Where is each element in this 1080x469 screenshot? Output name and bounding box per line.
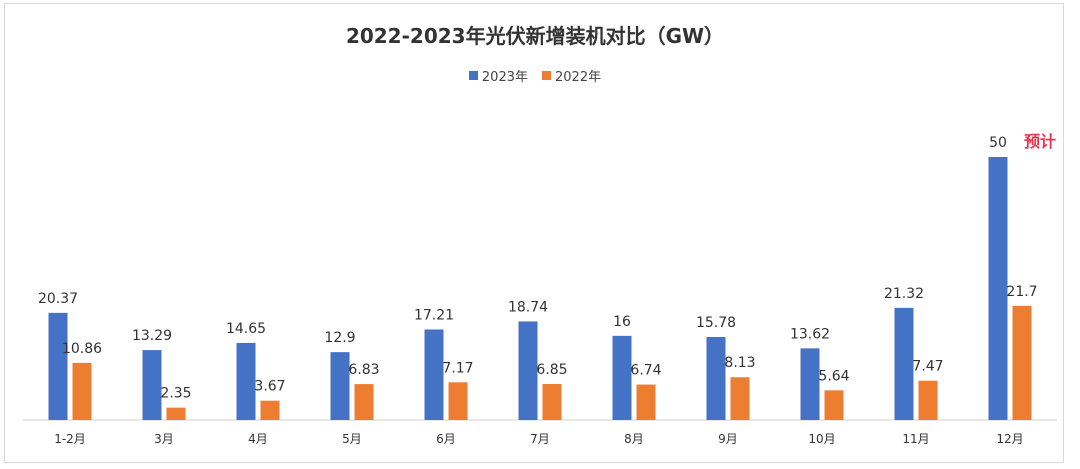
x-tick-label: 8月: [624, 432, 644, 446]
bar-2022: [72, 362, 92, 420]
bar-2022: [1012, 305, 1032, 420]
bar-2022: [542, 383, 562, 420]
x-tick-label: 12月: [996, 432, 1023, 446]
bar-2022: [448, 382, 468, 420]
data-label-2022: 3.67: [254, 379, 285, 395]
data-label-2022: 5.64: [818, 368, 849, 384]
legend-label-2022: 2022年: [555, 70, 602, 85]
data-label-2022: 6.85: [536, 362, 567, 378]
legend-item-2022: 2022年: [542, 66, 601, 85]
bar-2022: [354, 384, 374, 420]
bar-2023: [612, 335, 632, 420]
bar-2022: [260, 400, 280, 420]
bar-2023: [706, 336, 726, 420]
bar-2023: [236, 342, 256, 420]
data-label-2023: 50: [989, 135, 1007, 151]
bar-2023: [424, 329, 444, 420]
bar-2023: [800, 348, 820, 420]
x-tick-label: 10月: [808, 432, 835, 446]
data-label-2023: 17.21: [414, 307, 454, 323]
x-tick-label: 6月: [436, 432, 456, 446]
bar-2023: [518, 321, 538, 420]
bar-2022: [636, 384, 656, 420]
chart-title: 2022-2023年光伏新增装机对比（GW）: [345, 24, 725, 48]
x-tick-label: 11月: [902, 432, 929, 446]
bar-2023: [142, 350, 162, 420]
bar-2023: [988, 157, 1008, 420]
x-tick-label: 4月: [248, 432, 268, 446]
bar-2023: [330, 352, 350, 420]
data-label-2023: 13.29: [132, 328, 172, 344]
data-label-2023: 20.37: [38, 291, 78, 307]
estimate-annotation: 预计: [1024, 132, 1056, 151]
data-label-2022: 10.86: [62, 341, 102, 357]
bar-2023: [894, 307, 914, 420]
data-label-2022: 8.13: [724, 355, 755, 371]
data-label-2022: 21.7: [1006, 284, 1037, 300]
data-label-2023: 14.65: [226, 321, 266, 337]
data-label-2022: 6.83: [348, 362, 379, 378]
data-label-2022: 2.35: [160, 386, 191, 402]
data-label-2022: 7.17: [442, 360, 473, 376]
x-tick-label: 5月: [342, 432, 362, 446]
data-label-2023: 13.62: [790, 326, 830, 342]
data-label-2023: 16: [613, 314, 631, 330]
bar-2022: [918, 380, 938, 420]
data-label-2022: 6.74: [630, 363, 661, 379]
legend-label-2023: 2023年: [481, 70, 528, 85]
chart-legend: 2023年 2022年: [5, 66, 1065, 85]
data-label-2023: 18.74: [508, 299, 548, 315]
x-tick-label: 9月: [718, 432, 738, 446]
x-tick-label: 3月: [154, 432, 174, 446]
bar-2022: [730, 377, 750, 420]
legend-item-2023: 2023年: [468, 66, 528, 85]
bar-2022: [824, 390, 844, 420]
bar-2023: [48, 312, 68, 420]
data-label-2023: 15.78: [696, 315, 736, 331]
data-label-2023: 12.9: [324, 330, 355, 346]
legend-swatch-2023: [468, 71, 478, 80]
data-label-2023: 21.32: [884, 286, 924, 302]
x-tick-label: 1-2月: [54, 432, 86, 446]
bar-2022: [166, 407, 186, 420]
legend-swatch-2022: [542, 71, 551, 80]
x-tick-label: 7月: [530, 432, 550, 446]
data-label-2022: 7.47: [912, 359, 943, 375]
